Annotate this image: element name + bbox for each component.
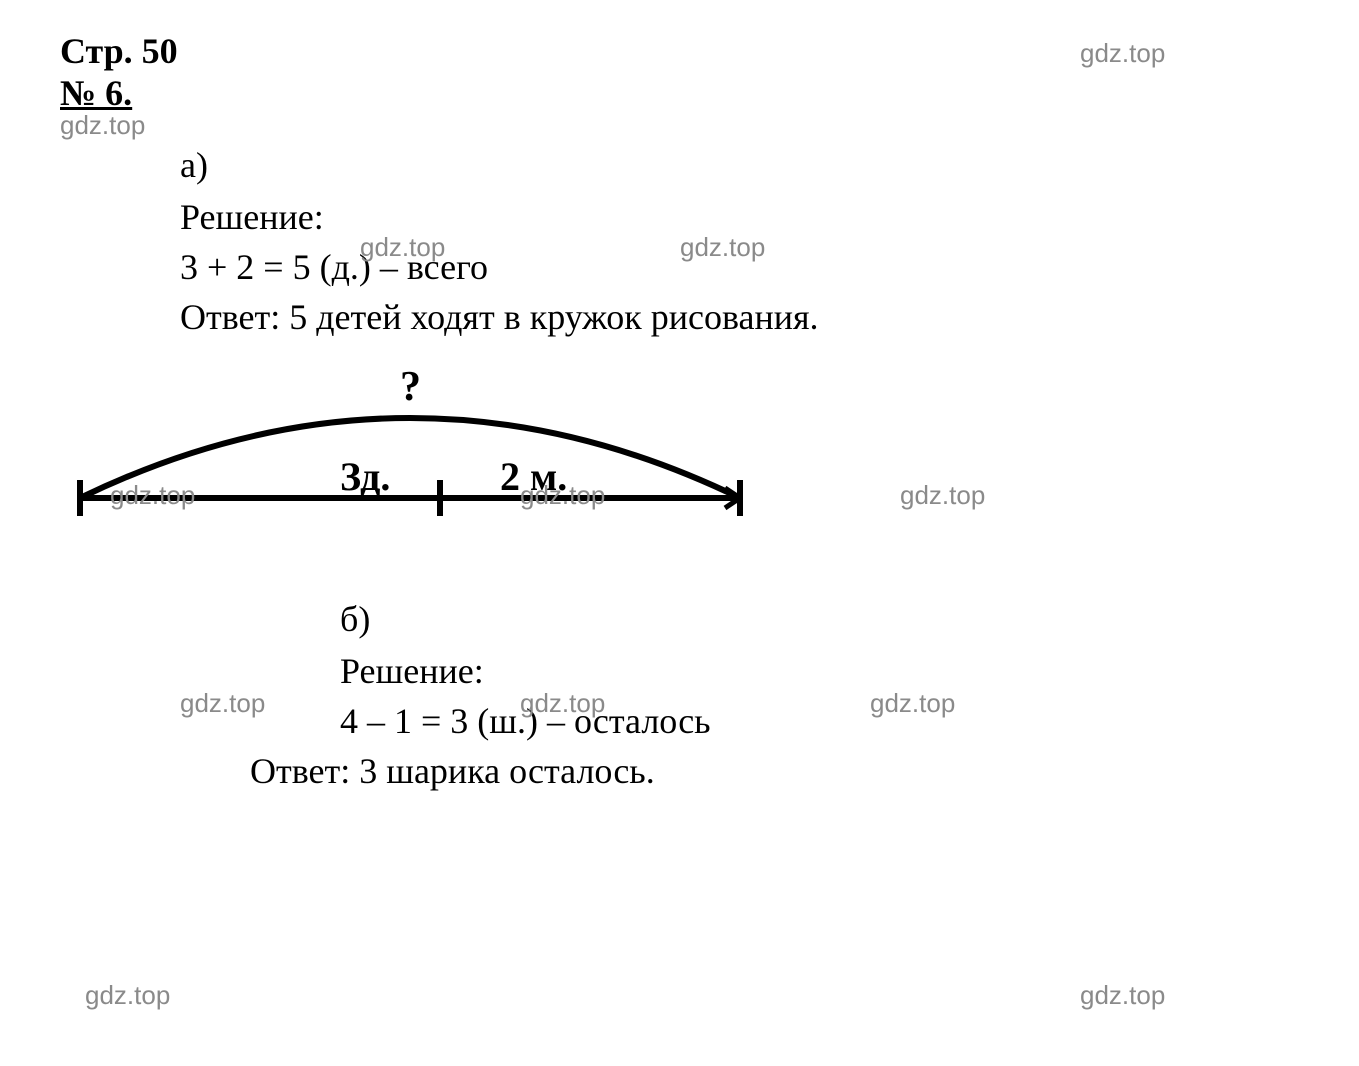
part-a-label: а) bbox=[180, 144, 1299, 186]
diagram-right-label: 2 м. bbox=[500, 453, 567, 500]
diagram-arc bbox=[80, 418, 740, 498]
diagram-a: ? Зд. 2 м. bbox=[60, 358, 760, 538]
page-reference: Стр. 50 bbox=[60, 30, 1299, 72]
watermark: gdz.top bbox=[900, 480, 985, 511]
watermark: gdz.top bbox=[1080, 980, 1165, 1011]
answer-b: Ответ: 3 шарика осталось. bbox=[250, 750, 1299, 792]
solution-label-b: Решение: bbox=[340, 650, 1299, 692]
exercise-number: № 6. bbox=[60, 72, 1299, 114]
watermark: gdz.top bbox=[180, 688, 265, 719]
diagram-question-mark: ? bbox=[400, 363, 421, 411]
watermark: gdz.top bbox=[60, 110, 145, 141]
solution-label-a: Решение: bbox=[180, 196, 1299, 238]
part-b-label: б) bbox=[340, 598, 1299, 640]
answer-a: Ответ: 5 детей ходят в кружок рисования. bbox=[180, 296, 1299, 338]
diagram-left-label: Зд. bbox=[340, 453, 390, 500]
watermark: gdz.top bbox=[85, 980, 170, 1011]
equation-a: 3 + 2 = 5 (д.) – всего bbox=[180, 246, 1299, 288]
equation-b: 4 – 1 = 3 (ш.) – осталось bbox=[340, 700, 1299, 742]
